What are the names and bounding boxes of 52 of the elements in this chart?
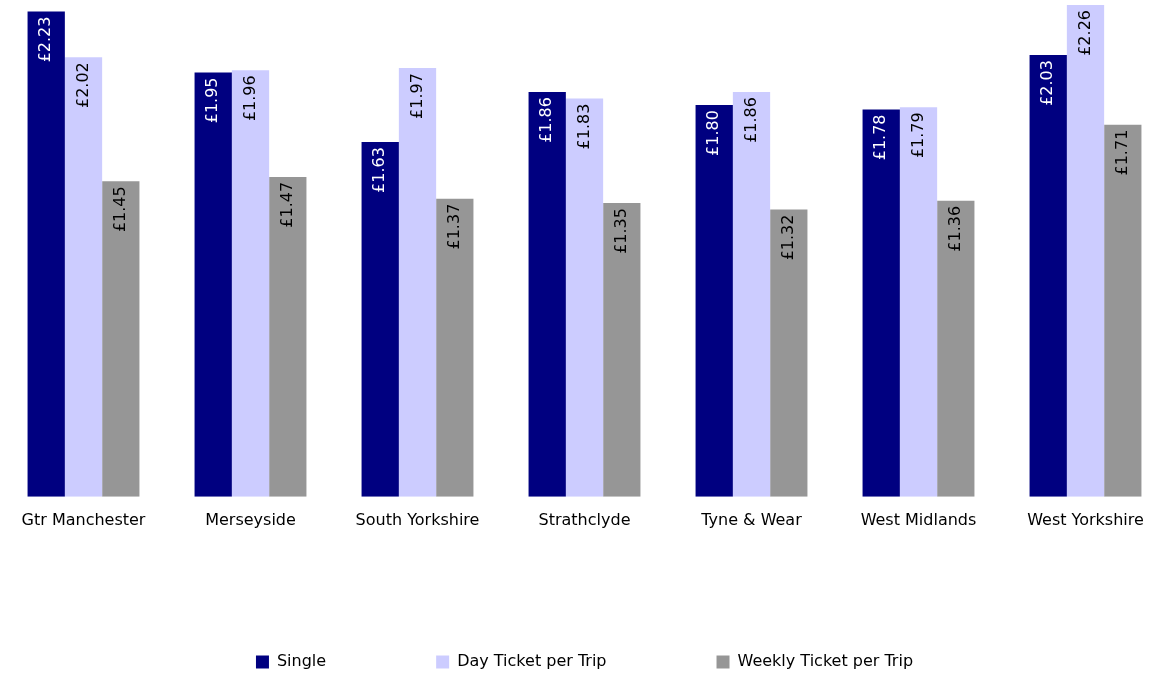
bar	[732, 92, 771, 497]
data-label: £1.97	[406, 73, 426, 119]
bar	[194, 72, 232, 497]
data-label: £1.80	[703, 110, 723, 156]
bar	[398, 68, 437, 497]
data-label: £1.79	[907, 112, 927, 159]
data-label: £2.03	[1037, 60, 1057, 106]
x-tick-label: Gtr Manchester	[21, 509, 146, 529]
bar	[528, 92, 566, 497]
data-label: £1.63	[369, 147, 389, 193]
x-tick-label: West Midlands	[860, 509, 977, 529]
legend-label: Single	[276, 651, 327, 671]
bar	[1066, 5, 1105, 497]
data-label: £1.35	[610, 208, 630, 254]
bar	[361, 142, 399, 497]
bar	[770, 209, 808, 497]
data-label: £1.95	[202, 77, 222, 124]
bar	[231, 70, 270, 497]
legend-label: Day Ticket per Trip	[457, 651, 607, 671]
x-tick-label: Merseyside	[205, 509, 296, 529]
data-label: £1.78	[870, 114, 890, 161]
bar	[1029, 55, 1067, 497]
data-label: £2.23	[35, 16, 55, 63]
legend-label: Weekly Ticket per Trip	[737, 651, 914, 671]
data-label: £1.32	[777, 214, 797, 261]
bar	[269, 176, 307, 497]
data-label: £1.45	[109, 186, 129, 233]
data-label: £1.47	[276, 181, 296, 228]
bar	[64, 57, 103, 497]
data-label: £1.71	[1111, 129, 1131, 176]
bar	[102, 181, 140, 497]
bar	[937, 200, 975, 497]
x-tick-label: Strathclyde	[538, 509, 631, 529]
bar	[27, 11, 65, 497]
data-label: £1.83	[573, 103, 593, 150]
data-label: £2.02	[72, 62, 92, 109]
bar	[862, 109, 900, 497]
bar	[436, 198, 474, 497]
bar	[565, 98, 604, 497]
data-label: £1.37	[443, 203, 463, 250]
data-label: £1.86	[536, 97, 556, 143]
x-tick-label: Tyne & Wear	[700, 509, 803, 529]
bar	[899, 107, 938, 497]
data-label: £2.26	[1074, 10, 1094, 56]
bar	[695, 105, 733, 497]
data-label: £1.36	[944, 205, 964, 252]
data-label: £1.96	[239, 75, 259, 122]
data-label: £1.86	[740, 97, 760, 143]
x-tick-label: West Yorkshire	[1027, 509, 1144, 529]
bar	[603, 203, 641, 497]
bar	[1104, 124, 1142, 497]
x-tick-label: South Yorkshire	[355, 509, 480, 529]
